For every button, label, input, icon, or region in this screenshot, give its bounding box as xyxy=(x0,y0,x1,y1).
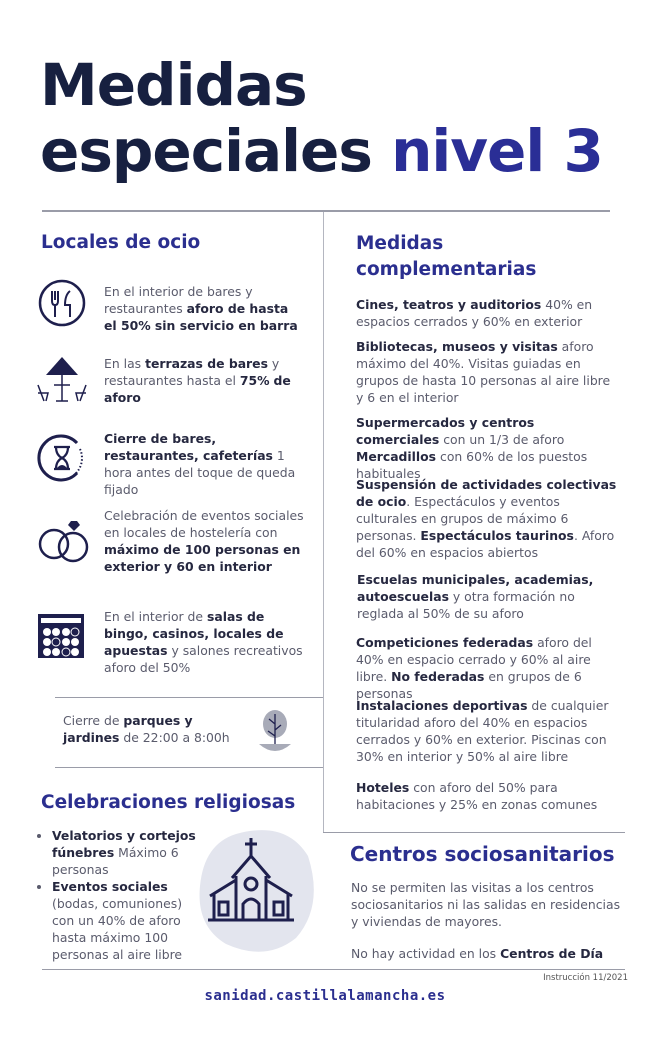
text: Cierre de xyxy=(63,713,124,728)
bold-text: salas de bingo, casinos, locales de apue… xyxy=(104,609,284,658)
text: En el interior de bares y restaurantes xyxy=(104,284,253,316)
section-heading-sociosanitarios: Centros sociosanitarios xyxy=(350,842,615,866)
bold-text: Eventos sociales xyxy=(52,879,168,894)
text: . Aforo del 60% en espacios abiertos xyxy=(356,528,615,560)
bold-text: parques y jardines xyxy=(63,713,193,745)
text: y restaurantes hasta el xyxy=(104,356,280,388)
complementarias-item-8: Hoteles con aforo del 50% para habitacio… xyxy=(356,779,618,813)
text: (bodas, comuniones) con un 40% de aforo … xyxy=(52,896,183,962)
text: en grupos de 6 personas xyxy=(356,669,582,701)
text: No hay actividad en los xyxy=(351,946,501,961)
bold-text: Centros de Día xyxy=(500,946,604,961)
complementarias-item-1: Cines, teatros y auditorios 40% en espac… xyxy=(356,296,618,330)
text: 1 hora antes del toque de queda fijado xyxy=(104,448,296,497)
column-divider xyxy=(323,212,324,832)
complementarias-item-6: Competiciones federadas aforo del 40% en… xyxy=(356,634,618,702)
section-heading-religiosas: Celebraciones religiosas xyxy=(41,792,296,813)
bold-text: Instalaciones deportivas xyxy=(356,698,528,713)
bingo-card-icon xyxy=(38,614,84,658)
text: de 22:00 a 8:00h xyxy=(119,730,230,745)
bold-text: Cierre de bares, restaurantes, cafetería… xyxy=(104,431,273,463)
complementarias-item-5: Escuelas municipales, academias, autoesc… xyxy=(357,571,619,622)
section-heading-locales: Locales de ocio xyxy=(41,232,201,253)
divider xyxy=(55,697,323,698)
text: Máximo 6 personas xyxy=(52,845,179,877)
text: En las xyxy=(104,356,146,371)
text: Celebración de eventos sociales en local… xyxy=(104,508,304,540)
title-word: especiales xyxy=(40,117,373,185)
bold-text: Escuelas municipales, academias, autoesc… xyxy=(357,572,594,604)
cutlery-icon xyxy=(38,279,86,327)
website-link[interactable]: sanidad.castillalamancha.es xyxy=(204,988,446,1004)
text: No se permiten las visitas a los centros… xyxy=(351,880,621,929)
parques-text: Cierre de parques y jardines de 22:00 a … xyxy=(63,712,253,746)
sociosanitarios-item-1: No se permiten las visitas a los centros… xyxy=(351,879,623,930)
church-icon xyxy=(199,830,314,952)
bold-text: aforo de hasta el 50% sin servicio en ba… xyxy=(104,301,298,333)
bold-text: Suspensión de actividades colectivas de … xyxy=(356,477,617,509)
bold-text: Hoteles xyxy=(356,780,410,795)
bold-text: Velatorios y cortejos fúnebres xyxy=(52,828,196,860)
text: con aforo del 50% para habitaciones y 25… xyxy=(356,780,598,812)
text: aforo del 40% en espacio cerrado y 60% a… xyxy=(356,635,592,684)
locales-item-4: Celebración de eventos sociales en local… xyxy=(104,507,304,575)
bold-text: Supermercados y centros comerciales xyxy=(356,415,535,447)
title-divider xyxy=(42,210,610,212)
bold-text: 75% xyxy=(239,373,270,388)
complementarias-item-7: Instalaciones deportivas de cualquier ti… xyxy=(356,697,618,765)
title-accent: nivel 3 xyxy=(391,117,604,185)
hourglass-clock-icon xyxy=(37,434,83,482)
complementarias-item-2: Bibliotecas, museos y visitas aforo máxi… xyxy=(356,338,618,406)
locales-item-1: En el interior de bares y restaurantes a… xyxy=(104,283,304,334)
wedding-rings-icon xyxy=(38,521,89,563)
religiosas-item-2: Eventos sociales (bodas, comuniones) con… xyxy=(52,878,198,963)
bold-text: terrazas de bares xyxy=(145,356,268,371)
bold-text: de aforo xyxy=(104,373,291,405)
bold-text: Bibliotecas, museos y visitas xyxy=(356,339,558,354)
locales-item-3: Cierre de bares, restaurantes, cafetería… xyxy=(104,430,304,498)
text: y otra formación no reglada al 50% de su… xyxy=(357,589,575,621)
bold-text: Cines, teatros y auditorios xyxy=(356,297,542,312)
bold-text: Espectáculos taurinos xyxy=(420,528,574,543)
text: y salones recreativos aforo del 50% xyxy=(104,643,303,675)
divider xyxy=(323,832,625,833)
locales-item-2: En las terrazas de bares y restaurantes … xyxy=(104,355,294,406)
footer-divider xyxy=(42,969,625,970)
religiosas-list: Velatorios y cortejos fúnebres Máximo 6 … xyxy=(38,827,198,963)
text: . Espectáculos y eventos culturales en g… xyxy=(356,494,569,543)
complementarias-item-4: Suspensión de actividades colectivas de … xyxy=(356,476,618,561)
bold-text: Competiciones federadas xyxy=(356,635,534,650)
bold-text: Mercadillos xyxy=(356,449,437,464)
text: con 60% de los puestos habituales xyxy=(356,449,588,481)
text: En el interior de xyxy=(104,609,207,624)
religiosas-item-1: Velatorios y cortejos fúnebres Máximo 6 … xyxy=(52,827,198,878)
text: 40% en espacios cerrados y 60% en exteri… xyxy=(356,297,593,329)
instruction-ref: Instrucción 11/2021 xyxy=(543,973,628,983)
terrace-umbrella-icon xyxy=(37,357,87,402)
sociosanitarios-item-2: No hay actividad en los Centros de Día xyxy=(351,945,623,962)
bold-text: máximo de 100 personas en exterior y 60 … xyxy=(104,542,301,574)
section-heading-complementarias: Medidas complementarias xyxy=(356,233,537,280)
divider xyxy=(55,767,323,768)
title-line-2: especiales nivel 3 xyxy=(40,117,604,185)
text: aforo máximo del 40%. Visitas guiadas en… xyxy=(356,339,611,405)
complementarias-item-3: Supermercados y centros comerciales con … xyxy=(356,414,618,482)
text: con un 1/3 de aforo xyxy=(439,432,565,447)
tree-icon xyxy=(259,710,291,751)
bold-text: No federadas xyxy=(391,669,485,684)
text: de cualquier titularidad aforo del 40% e… xyxy=(356,698,609,764)
locales-item-5: En el interior de salas de bingo, casino… xyxy=(104,608,304,676)
page-title: Medidas especiales nivel 3 xyxy=(40,51,604,185)
title-line-1: Medidas xyxy=(40,51,308,119)
